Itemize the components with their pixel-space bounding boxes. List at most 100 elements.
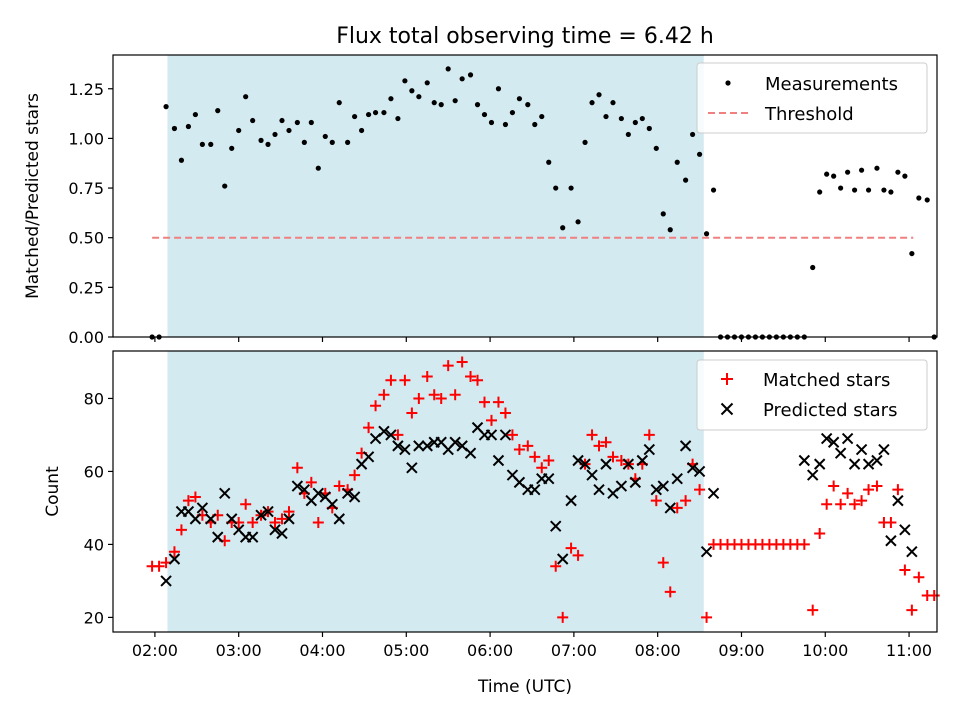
predicted-star-point: [168, 553, 181, 565]
matched-star-point: [333, 480, 345, 492]
measurement-point: [516, 96, 523, 102]
predicted-star-point: [406, 462, 418, 474]
measurement-point: [824, 171, 830, 177]
measurement-point: [352, 113, 358, 120]
measurement-point: [539, 113, 545, 120]
matched-star-point: [828, 480, 840, 492]
measurement-point: [589, 100, 595, 106]
predicted-star-point: [572, 454, 584, 467]
predicted-star-point: [820, 432, 833, 445]
matched-star-point: [798, 538, 810, 550]
bottom-x-ticks: 02:00 03:00 04:00 05:00 06:00 07:00 08:00 09:00…: [132, 632, 932, 660]
predicted-star-point: [906, 546, 918, 558]
x-tick-label: 11:00: [886, 641, 932, 660]
measurement-point: [279, 117, 285, 124]
y-tick-label: 0.00: [68, 328, 104, 347]
measurement-point: [438, 102, 444, 108]
matched-star-point: [906, 604, 918, 616]
predicted-star-point: [686, 462, 699, 474]
predicted-star-point: [650, 483, 662, 496]
predicted-star-point: [565, 494, 577, 507]
measurement-point: [222, 183, 228, 189]
measurement-point: [345, 139, 351, 145]
predicted-star-point: [557, 553, 569, 565]
matched-star-point: [406, 407, 418, 419]
predicted-star-point: [593, 483, 605, 496]
matched-star-point: [671, 502, 683, 514]
matched-star-point: [465, 371, 477, 383]
predicted-star-point: [492, 454, 505, 467]
matched-star-point: [664, 586, 676, 598]
measurement-point: [481, 111, 488, 118]
measurement-point: [236, 127, 242, 134]
measurement-point: [625, 131, 631, 138]
measurement-point: [402, 78, 408, 84]
x-tick-label: 02:00: [132, 641, 178, 660]
matched-star-point: [276, 513, 288, 525]
measurement-point: [874, 165, 880, 171]
y-tick-label: 0.75: [68, 179, 104, 198]
matched-star-point: [856, 495, 868, 507]
matched-star-point: [413, 392, 425, 404]
top-legend-box: [696, 62, 928, 134]
measurement-point: [467, 72, 474, 78]
measurement-point: [881, 187, 887, 193]
matched-star-points: [146, 356, 940, 623]
predicted-star-point: [700, 546, 713, 558]
predicted-star-point: [341, 487, 354, 500]
measurement-point: [243, 94, 249, 100]
predicted-star-point: [212, 531, 224, 543]
measurement-point: [336, 100, 342, 106]
top-measurement-points: [149, 66, 937, 340]
predicted-star-point: [348, 491, 361, 503]
matched-star-point: [349, 469, 361, 481]
matched-star-point: [835, 498, 847, 510]
matched-star-point: [871, 480, 883, 492]
measurement-point: [381, 109, 387, 116]
measurement-point: [258, 137, 264, 143]
matched-star-point: [269, 517, 281, 529]
matched-star-point: [842, 487, 854, 499]
measurement-point: [395, 115, 401, 122]
measurement-point: [208, 141, 214, 147]
y-tick-label: 40: [84, 535, 104, 554]
matched-star-point: [529, 451, 541, 463]
matched-star-point: [363, 422, 375, 434]
predicted-star-point: [543, 473, 555, 485]
y-tick-label: 0.50: [68, 229, 104, 248]
measurement-point: [272, 131, 278, 138]
measurement-point: [416, 94, 422, 100]
measurement-point: [509, 109, 516, 116]
predicted-star-point: [878, 443, 890, 456]
measurement-point: [286, 127, 292, 134]
matched-star-point: [607, 451, 619, 463]
measurement-point: [924, 197, 930, 203]
measurement-point: [192, 111, 198, 118]
measurement-point: [858, 167, 865, 173]
measurement-point: [459, 76, 465, 82]
legend-dot-icon: [725, 80, 731, 86]
y-tick-label: 80: [84, 389, 104, 408]
y-tick-label: 20: [84, 608, 104, 627]
measurement-point: [831, 173, 837, 179]
predicted-star-point: [671, 473, 683, 485]
measurement-point: [474, 102, 481, 108]
legend-plus-icon: [721, 373, 733, 385]
predicted-star-point: [550, 520, 562, 532]
measurement-point: [596, 92, 602, 98]
measurement-point: [696, 151, 703, 157]
measurement-point: [667, 227, 673, 233]
predicted-star-point: [885, 535, 897, 547]
predicted-star-point: [312, 487, 325, 500]
measurement-point: [365, 111, 372, 118]
measurement-point: [525, 102, 531, 108]
measurement-point: [301, 139, 307, 145]
measurement-point: [372, 109, 379, 116]
matched-star-point: [399, 374, 411, 386]
predicted-star-point: [283, 513, 295, 525]
predicted-star-point: [899, 524, 911, 536]
matched-star-point: [892, 484, 904, 496]
x-tick-label: 07:00: [551, 641, 597, 660]
matched-star-point: [550, 560, 562, 572]
predicted-star-point: [636, 454, 649, 467]
